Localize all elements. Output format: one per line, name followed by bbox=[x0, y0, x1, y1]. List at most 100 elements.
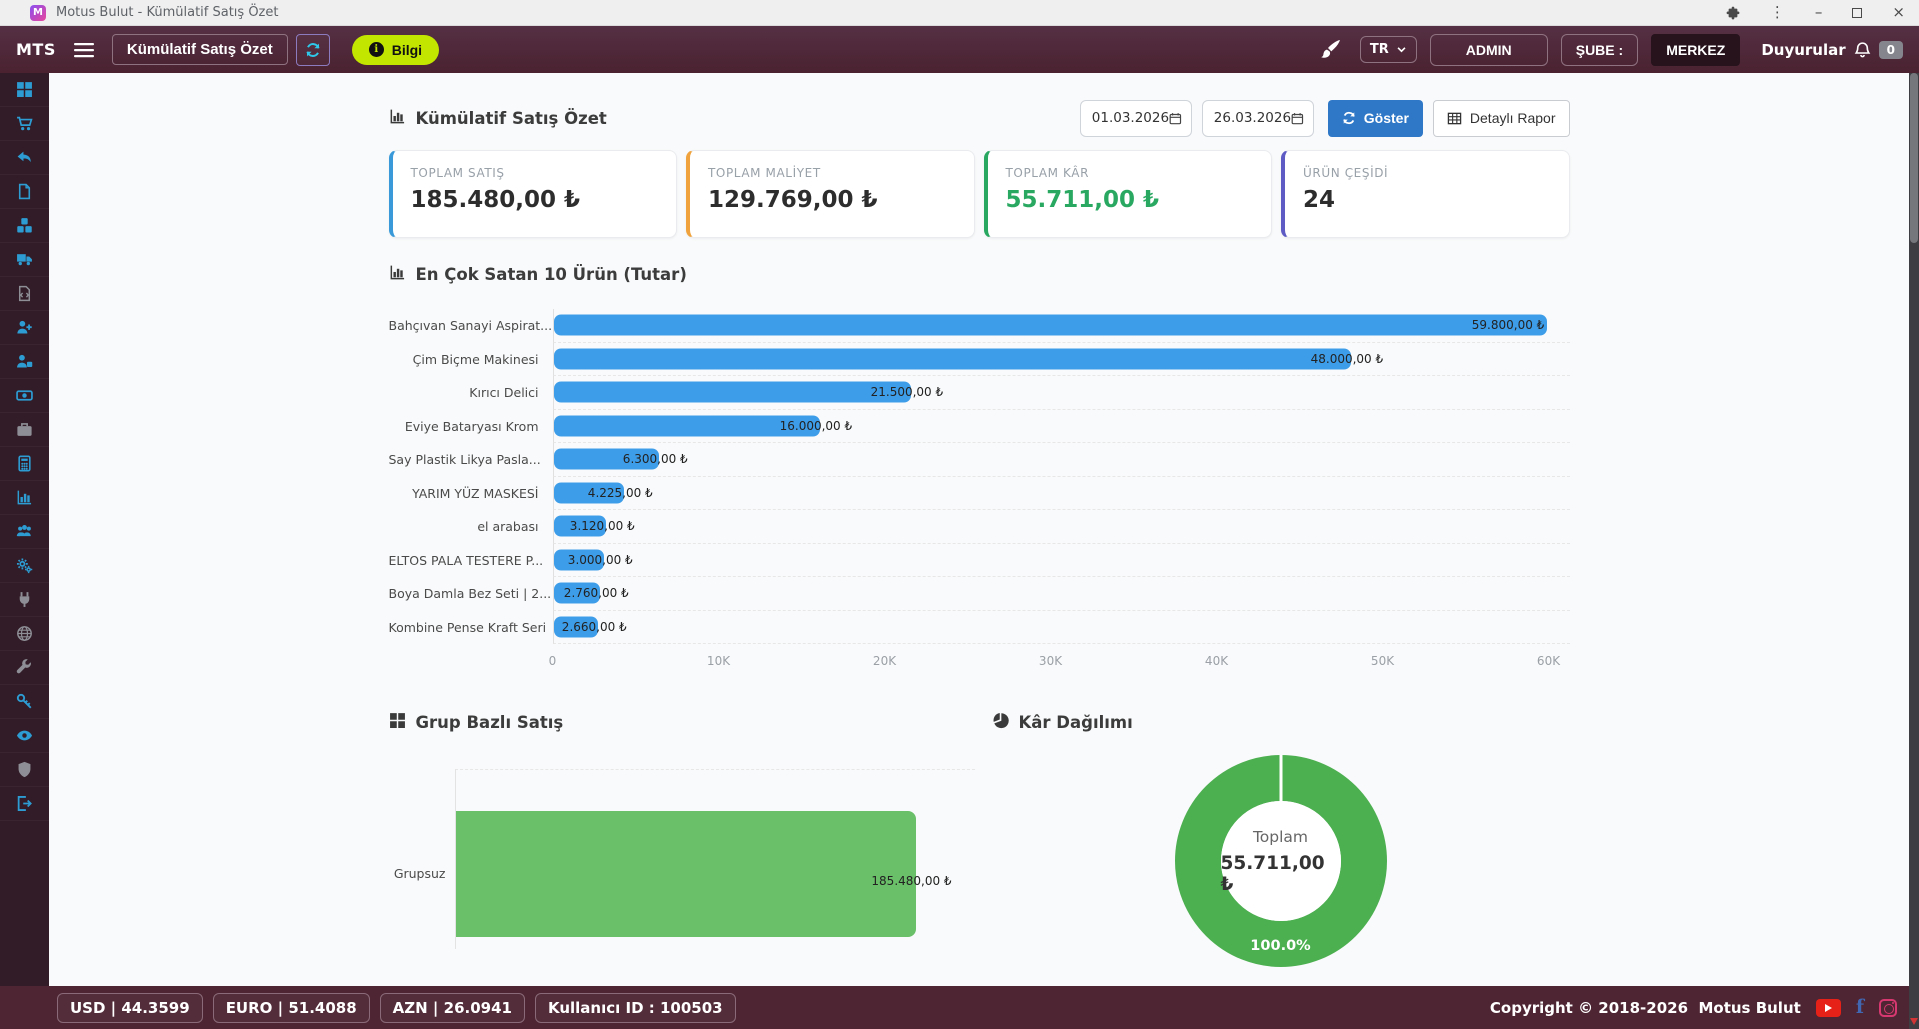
info-button[interactable]: i Bilgi bbox=[351, 34, 440, 65]
sidebar-item-calculator[interactable] bbox=[0, 447, 49, 481]
sidebar-item-document[interactable] bbox=[0, 175, 49, 209]
close-button[interactable]: × bbox=[1892, 3, 1905, 21]
page-title-button[interactable]: Kümülatif Satış Özet bbox=[111, 34, 288, 65]
branch-value-button[interactable]: MERKEZ bbox=[1651, 33, 1741, 66]
truck-icon bbox=[16, 251, 33, 268]
vertical-scrollbar[interactable] bbox=[1909, 73, 1919, 1029]
profit-donut-chart[interactable]: Toplam 55.711,00 ₺ 100.0% bbox=[1174, 755, 1387, 967]
bar-category-label: Boya Damla Bez Seti | 2... bbox=[388, 586, 552, 602]
branch-label-button[interactable]: ŞUBE : bbox=[1560, 33, 1639, 66]
top-products-x-axis: 0 10K 20K 30K 40K 50K 60K bbox=[549, 650, 1560, 672]
users-icon bbox=[16, 523, 33, 540]
bar-row: Kombine Pense Kraft Seri 2.660,00 ₺ bbox=[389, 610, 1570, 644]
bar[interactable] bbox=[553, 381, 911, 403]
date-to-input[interactable]: 26.03.2026 bbox=[1201, 99, 1314, 137]
sidebar-item-banknote[interactable] bbox=[0, 379, 49, 413]
group-sales-title-row: Grup Bazlı Satış bbox=[389, 712, 992, 733]
sidebar-item-briefcase[interactable] bbox=[0, 413, 49, 447]
extensions-icon[interactable] bbox=[1726, 6, 1740, 20]
bar[interactable] bbox=[553, 616, 598, 638]
youtube-icon[interactable] bbox=[1815, 998, 1841, 1017]
logout-icon bbox=[16, 795, 33, 812]
theme-brush-icon[interactable] bbox=[1320, 39, 1341, 60]
currency-badge[interactable]: USD | 44.3599 bbox=[57, 992, 203, 1023]
bar[interactable] bbox=[553, 348, 1351, 370]
bar[interactable] bbox=[553, 482, 624, 504]
top-products-title-row: En Çok Satan 10 Ürün (Tutar) bbox=[389, 264, 1570, 285]
bar-chart-icon bbox=[389, 264, 406, 285]
sidebar-item-wrench[interactable] bbox=[0, 651, 49, 685]
bar-value-label: 48.000,00 ₺ bbox=[1310, 351, 1384, 366]
currency-badge[interactable]: EURO | 51.4088 bbox=[212, 992, 370, 1023]
sidebar-item-undo[interactable] bbox=[0, 141, 49, 175]
sidebar-item-user-puzzle[interactable] bbox=[0, 345, 49, 379]
minimize-button[interactable]: – bbox=[1814, 3, 1823, 21]
bar[interactable] bbox=[553, 549, 604, 571]
refresh-page-button[interactable] bbox=[295, 33, 330, 66]
bell-icon bbox=[1854, 41, 1871, 58]
pie-chart-icon bbox=[992, 712, 1009, 733]
announcements[interactable]: Duyurular 0 bbox=[1761, 40, 1903, 59]
sidebar-item-eye[interactable] bbox=[0, 719, 49, 753]
facebook-icon[interactable]: f bbox=[1855, 996, 1864, 1018]
language-select[interactable]: TR bbox=[1359, 36, 1417, 63]
bar-value-label: 16.000,00 ₺ bbox=[779, 418, 853, 433]
bar-value-label: 3.000,00 ₺ bbox=[567, 552, 633, 567]
sidebar-item-bar-chart[interactable] bbox=[0, 481, 49, 515]
sidebar-item-cart[interactable] bbox=[0, 107, 49, 141]
admin-button[interactable]: ADMIN bbox=[1429, 33, 1548, 66]
window-title: Motus Bulut - Kümülatif Satış Özet bbox=[56, 5, 279, 20]
sidebar-item-cubes[interactable] bbox=[0, 209, 49, 243]
bar[interactable] bbox=[553, 314, 1547, 336]
grid-icon bbox=[389, 712, 406, 733]
sidebar-item-users[interactable] bbox=[0, 515, 49, 549]
bar[interactable] bbox=[553, 448, 659, 470]
menu-toggle-icon[interactable] bbox=[73, 42, 94, 58]
bar[interactable] bbox=[553, 582, 600, 604]
stat-card-0: TOPLAM SATIŞ 185.480,00 ₺ bbox=[388, 150, 677, 238]
bar[interactable] bbox=[553, 515, 606, 537]
sidebar-item-logout[interactable] bbox=[0, 787, 49, 821]
top-products-chart: Bahçıvan Sanayi Aspirat... 59.800,00 ₺ Çim… bbox=[389, 309, 1570, 644]
x-axis-tick: 30K bbox=[1038, 654, 1063, 668]
page-title: Kümülatif Satış Özet bbox=[415, 108, 607, 128]
user-id-badge[interactable]: Kullanıcı ID : 100503 bbox=[534, 992, 736, 1023]
instagram-icon[interactable] bbox=[1879, 998, 1897, 1017]
bar-value-label: 2.660,00 ₺ bbox=[561, 619, 627, 634]
sidebar-item-key[interactable] bbox=[0, 685, 49, 719]
bar-row: YARIM YÜZ MASKESİ 4.225,00 ₺ bbox=[389, 476, 1570, 510]
sidebar-item-shield[interactable] bbox=[0, 753, 49, 787]
eye-icon bbox=[16, 727, 33, 744]
date-from-input[interactable]: 01.03.2026 bbox=[1079, 99, 1192, 137]
maximize-button[interactable] bbox=[1852, 7, 1863, 18]
donut-slice-divider bbox=[1279, 755, 1282, 801]
user-puzzle-icon bbox=[16, 353, 33, 370]
group-bar-label: Grupsuz bbox=[393, 866, 446, 881]
sidebar-item-globe[interactable] bbox=[0, 617, 49, 651]
group-bar[interactable] bbox=[455, 811, 916, 937]
sidebar-item-gears[interactable] bbox=[0, 549, 49, 583]
sidebar-item-file-code[interactable] bbox=[0, 277, 49, 311]
sidebar-item-dashboard[interactable] bbox=[0, 73, 49, 107]
bar-zone: 48.000,00 ₺ bbox=[552, 342, 1570, 376]
donut-slice-percentage: 100.0% bbox=[1250, 938, 1311, 954]
scrollbar-down-arrow-icon[interactable] bbox=[1910, 1018, 1918, 1025]
announcements-count-badge: 0 bbox=[1878, 40, 1903, 59]
currency-badge[interactable]: AZN | 26.0941 bbox=[379, 992, 525, 1023]
sidebar-item-truck[interactable] bbox=[0, 243, 49, 277]
scrollbar-thumb[interactable] bbox=[1910, 73, 1918, 243]
key-icon bbox=[16, 693, 33, 710]
document-icon bbox=[16, 183, 33, 200]
browser-menu-icon[interactable]: ⋮ bbox=[1769, 3, 1785, 21]
bar[interactable] bbox=[553, 415, 820, 437]
banknote-icon bbox=[16, 387, 33, 404]
show-button[interactable]: Göster bbox=[1327, 99, 1423, 137]
stat-card-label: TOPLAM MALİYET bbox=[708, 166, 821, 180]
detailed-report-button[interactable]: Detaylı Rapor bbox=[1432, 99, 1570, 137]
sidebar-item-plug[interactable] bbox=[0, 583, 49, 617]
x-axis-tick: 60K bbox=[1536, 654, 1561, 668]
dashboard-icon bbox=[16, 81, 33, 98]
sidebar-item-user-plus[interactable] bbox=[0, 311, 49, 345]
bar-category-label: ELTOS PALA TESTERE P... bbox=[388, 552, 544, 568]
refresh-icon bbox=[1343, 111, 1355, 125]
